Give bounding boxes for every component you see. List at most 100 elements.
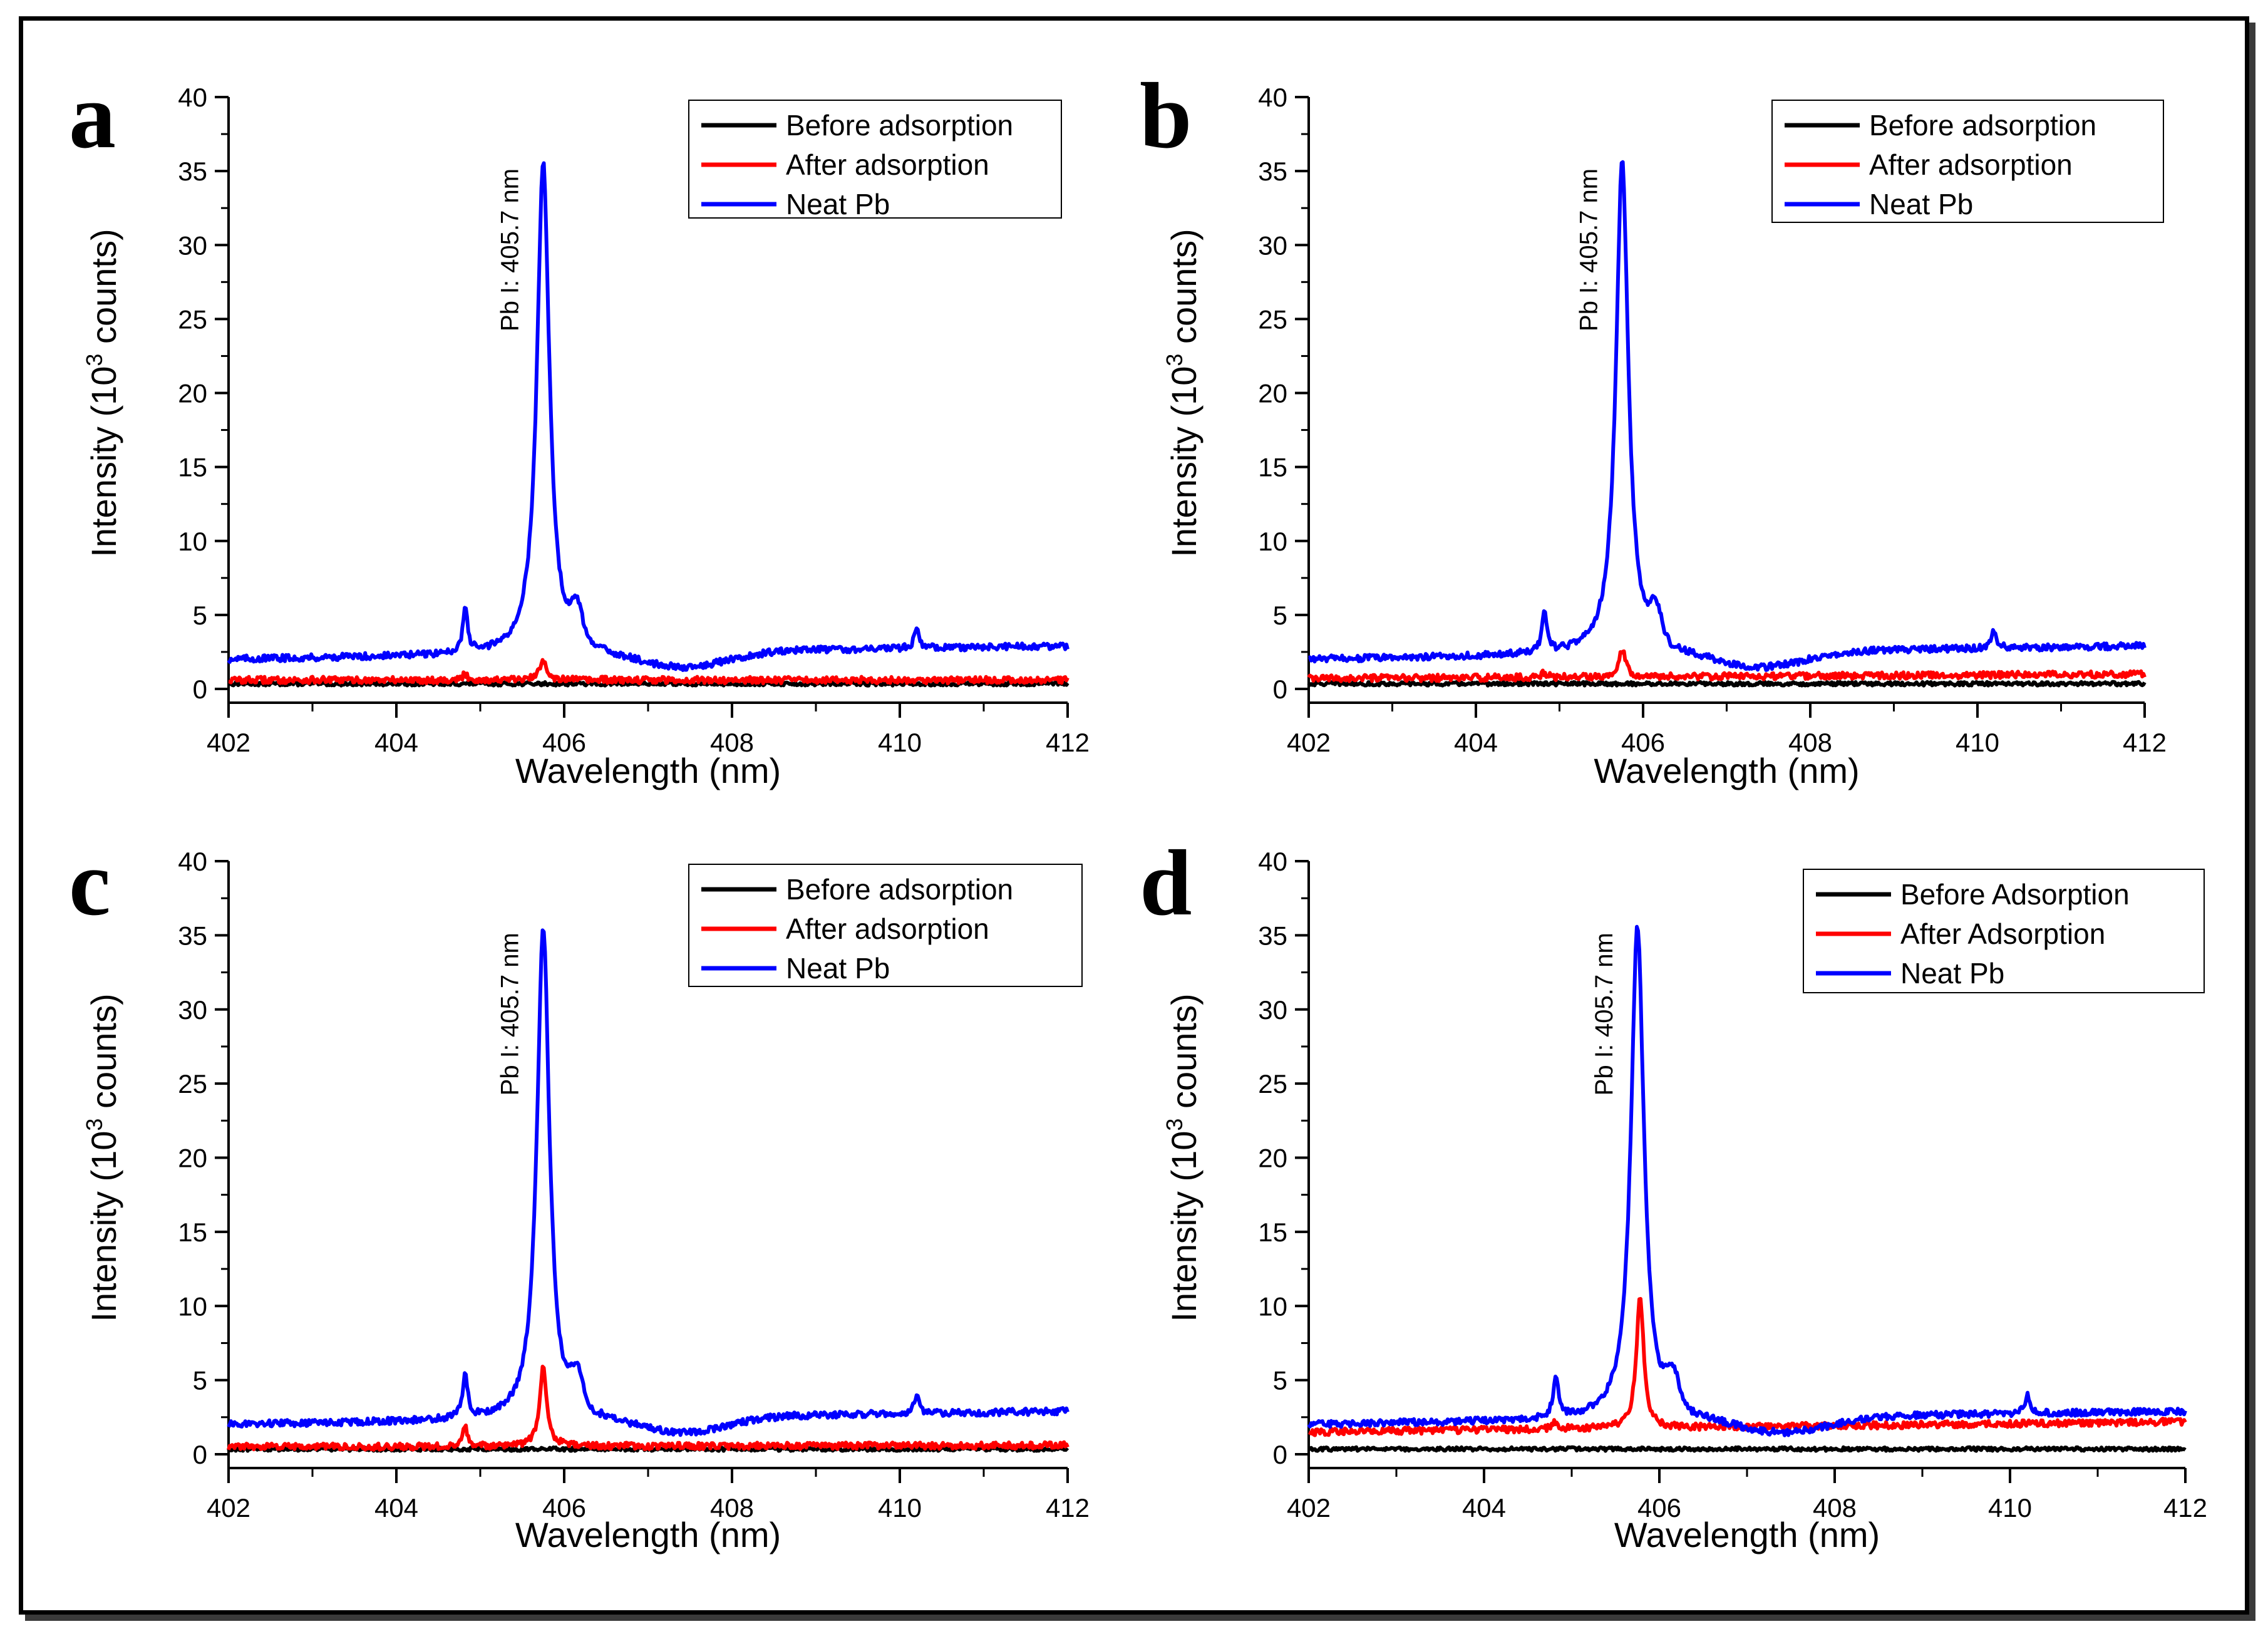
legend-entry: Neat Pb bbox=[1869, 188, 1973, 220]
y-tick-label: 0 bbox=[1273, 1440, 1287, 1469]
panel-letter: b bbox=[1140, 64, 1192, 168]
x-tick-label: 402 bbox=[207, 728, 250, 757]
panel-letter: d bbox=[1140, 831, 1192, 935]
x-tick-label: 410 bbox=[878, 1493, 922, 1523]
legend-entry: Neat Pb bbox=[786, 952, 890, 985]
legend-entry: Neat Pb bbox=[1900, 957, 2004, 990]
y-tick-label: 5 bbox=[1273, 1366, 1287, 1395]
x-tick-label: 410 bbox=[1988, 1493, 2032, 1523]
y-tick-label: 25 bbox=[1258, 304, 1287, 334]
x-tick-label: 406 bbox=[1637, 1493, 1681, 1523]
x-tick-label: 408 bbox=[710, 728, 754, 757]
panel-d: d 0 5 10 15 20 25 30 35 40 402 404 406 408 410 412 Wavel… bbox=[1140, 831, 2207, 1554]
series-line-neat-pb bbox=[1307, 924, 2187, 1437]
legend-entry: Before Adsorption bbox=[1900, 878, 2130, 911]
x-tick-label: 404 bbox=[1462, 1493, 1506, 1523]
peak-annotation: Pb I: 405.7 nm bbox=[497, 168, 524, 331]
y-tick-label: 10 bbox=[1258, 1291, 1287, 1321]
legend-entry: After adsorption bbox=[786, 148, 989, 181]
series-line-neat-pb bbox=[227, 928, 1070, 1437]
x-tick-label: 412 bbox=[1046, 1493, 1090, 1523]
x-tick-label: 408 bbox=[710, 1493, 754, 1523]
x-axis-title: Wavelength (nm) bbox=[515, 751, 781, 790]
y-tick-label: 15 bbox=[178, 453, 207, 482]
x-tick-label: 412 bbox=[2123, 728, 2167, 757]
x-tick-label: 404 bbox=[374, 1493, 418, 1523]
panel-a: a 0 5 10 15 20 25 30 35 40 402 404 406 408 410 412 Wavel… bbox=[69, 64, 1090, 790]
y-tick-label: 25 bbox=[178, 1069, 207, 1099]
y-tick-label: 10 bbox=[178, 527, 207, 556]
y-tick-label: 20 bbox=[1258, 379, 1287, 408]
series-line-after-adsorption bbox=[227, 1365, 1070, 1452]
x-tick-label: 408 bbox=[1788, 728, 1832, 757]
y-tick-label: 10 bbox=[1258, 527, 1287, 556]
x-axis-title: Wavelength (nm) bbox=[1614, 1515, 1880, 1554]
x-tick-label: 412 bbox=[1046, 728, 1090, 757]
x-tick-label: 408 bbox=[1813, 1493, 1857, 1523]
x-tick-label: 410 bbox=[1956, 728, 1999, 757]
series-line-after-adsorption bbox=[227, 658, 1070, 686]
legend-box bbox=[688, 100, 1062, 219]
y-tick-label: 0 bbox=[193, 1440, 207, 1469]
x-tick-label: 406 bbox=[1621, 728, 1665, 757]
legend-entry: After adsorption bbox=[1869, 148, 2073, 181]
series-line-before-adsorption bbox=[1307, 680, 2147, 688]
y-tick-label: 15 bbox=[1258, 1218, 1287, 1247]
series-line-neat-pb bbox=[1307, 160, 2147, 672]
peak-annotation: Pb I: 405.7 nm bbox=[1590, 933, 1618, 1095]
legend-entry: Before adsorption bbox=[786, 873, 1013, 906]
series-line-after-adsorption bbox=[1308, 1296, 2187, 1437]
legend-entry: Neat Pb bbox=[786, 188, 890, 220]
y-tick-label: 40 bbox=[178, 847, 207, 876]
y-tick-label: 35 bbox=[1258, 921, 1287, 950]
y-tick-label: 30 bbox=[178, 995, 207, 1025]
y-tick-label: 25 bbox=[1258, 1069, 1287, 1099]
y-tick-label: 25 bbox=[178, 304, 207, 334]
y-axis-title: Intensity (103 counts) bbox=[81, 229, 123, 557]
x-tick-label: 406 bbox=[542, 1493, 586, 1523]
panel-letter: a bbox=[69, 64, 116, 168]
y-tick-label: 15 bbox=[1258, 453, 1287, 482]
y-tick-label: 0 bbox=[1273, 675, 1287, 704]
y-tick-label: 5 bbox=[193, 1366, 207, 1395]
series-line-before-adsorption bbox=[1307, 1445, 2187, 1453]
y-axis-title: Intensity (103 counts) bbox=[81, 993, 123, 1321]
panel-b: b 0 5 10 15 20 25 30 35 40 402 404 406 408 410 412 Wavel… bbox=[1140, 64, 2167, 790]
y-tick-label: 10 bbox=[178, 1291, 207, 1321]
x-tick-label: 402 bbox=[207, 1493, 250, 1523]
legend-entry: Before adsorption bbox=[1869, 109, 2096, 142]
panel-letter: c bbox=[69, 831, 111, 935]
series-line-neat-pb bbox=[227, 161, 1070, 672]
y-tick-label: 40 bbox=[178, 83, 207, 112]
series-line-after-adsorption bbox=[1307, 649, 2147, 683]
y-axis-title: Intensity (103 counts) bbox=[1162, 993, 1204, 1321]
y-tick-label: 20 bbox=[178, 1144, 207, 1173]
y-tick-label: 35 bbox=[178, 157, 207, 186]
x-tick-label: 412 bbox=[2163, 1493, 2207, 1523]
legend-entry: After adsorption bbox=[786, 913, 989, 945]
peak-annotation: Pb I: 405.7 nm bbox=[1575, 168, 1603, 331]
legend-entry: After Adsorption bbox=[1900, 918, 2105, 950]
x-axis-title: Wavelength (nm) bbox=[1594, 751, 1859, 790]
y-tick-label: 15 bbox=[178, 1218, 207, 1247]
x-tick-label: 410 bbox=[878, 728, 922, 757]
x-axis-title: Wavelength (nm) bbox=[515, 1515, 781, 1554]
y-tick-label: 0 bbox=[193, 675, 207, 704]
y-tick-label: 35 bbox=[1258, 157, 1287, 186]
peak-annotation: Pb I: 405.7 nm bbox=[497, 933, 524, 1095]
y-tick-label: 40 bbox=[1258, 83, 1287, 112]
figure-frame bbox=[19, 16, 2249, 1615]
x-tick-label: 402 bbox=[1287, 1493, 1331, 1523]
legend-entry: Before adsorption bbox=[786, 109, 1013, 142]
y-tick-label: 5 bbox=[193, 601, 207, 630]
x-tick-label: 404 bbox=[374, 728, 418, 757]
x-tick-label: 406 bbox=[542, 728, 586, 757]
y-tick-label: 5 bbox=[1273, 601, 1287, 630]
y-axis-title: Intensity (103 counts) bbox=[1162, 229, 1204, 557]
y-tick-label: 40 bbox=[1258, 847, 1287, 876]
y-tick-label: 30 bbox=[1258, 995, 1287, 1025]
y-tick-label: 30 bbox=[178, 230, 207, 260]
panel-c: c 0 5 10 15 20 25 30 35 40 402 404 406 408 410 412 Wavel… bbox=[69, 831, 1090, 1554]
y-tick-label: 20 bbox=[1258, 1144, 1287, 1173]
